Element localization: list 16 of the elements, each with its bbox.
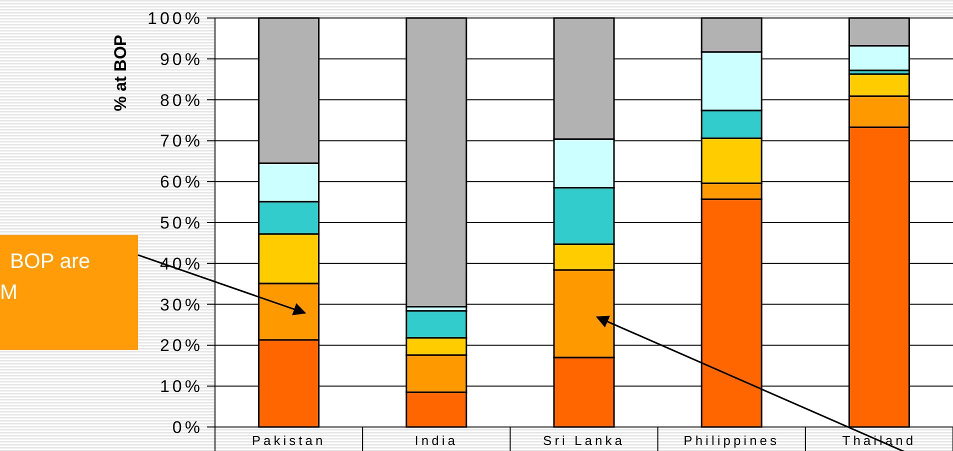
y-tick-label: 0%: [172, 418, 203, 437]
y-tick-label: 50%: [160, 213, 203, 232]
y-tick-label: 10%: [160, 377, 203, 396]
y-tick-label: 100%: [148, 8, 203, 28]
x-tick-label: India: [414, 433, 458, 448]
y-tick-label: 90%: [160, 50, 203, 69]
y-tick-label: 60%: [160, 172, 203, 192]
y-tick-label: 80%: [160, 90, 203, 110]
y-axis-title: % at BOP: [110, 34, 130, 112]
x-tick-label: Philippines: [684, 433, 780, 448]
y-tick-label: 70%: [160, 132, 203, 151]
x-tick-label: Pakistan: [252, 433, 326, 448]
text: BOP are M: [0, 250, 90, 304]
y-tick-label: 20%: [160, 336, 203, 356]
x-tick-label: Sri Lanka: [543, 433, 625, 448]
y-tick-label: 30%: [160, 295, 203, 314]
